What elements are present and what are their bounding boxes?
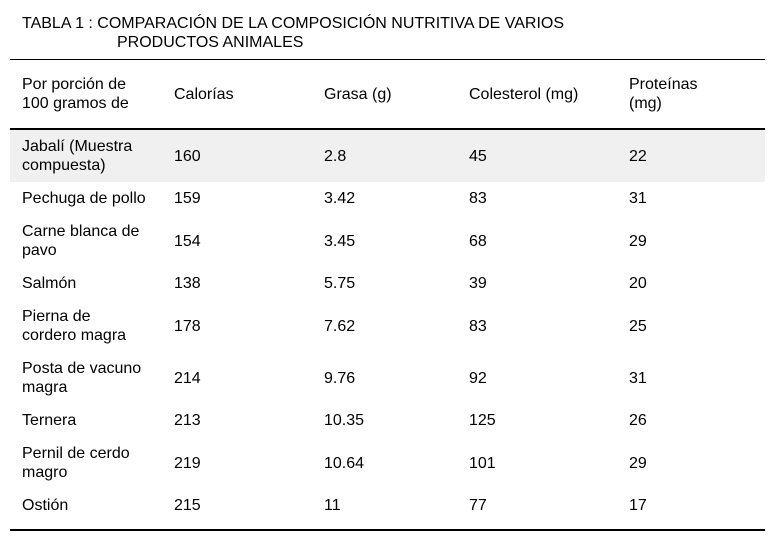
table-row: Jabalí (Muestra compuesta) 160 2.8 45 22 (10, 129, 765, 182)
title-divider (10, 59, 765, 60)
value-cell: 213 (174, 412, 201, 429)
value-cell: 10.35 (324, 412, 365, 429)
table-row: Posta de vacuno magra 214 9.76 92 31 (10, 352, 765, 404)
value-cell: 83 (469, 317, 487, 335)
value-cell: 215 (162, 489, 312, 531)
row-label-cell: Pierna de cordero magra (22, 308, 127, 344)
table-row: Pierna de cordero magra 178 7.62 83 25 (10, 300, 765, 352)
value-cell: 45 (457, 129, 617, 182)
value-cell: 26 (629, 412, 647, 429)
row-label-cell: Ternera (22, 412, 77, 429)
value-cell: 138 (174, 275, 201, 292)
value-cell: 39 (469, 275, 487, 292)
nutrition-table: Por porción de 100 gramos de Calorías Gr… (10, 60, 765, 531)
value-cell: 29 (629, 232, 647, 250)
value-cell: 101 (469, 454, 496, 472)
table-row: Carne blanca de pavo 154 3.45 68 29 (10, 215, 765, 267)
value-cell: 178 (174, 317, 201, 335)
table-title: TABLA 1 : COMPARACIÓN DE LA COMPOSICIÓN … (22, 15, 565, 51)
value-cell: 11 (312, 489, 457, 531)
value-cell: 160 (162, 129, 312, 182)
value-cell: 219 (174, 454, 201, 472)
value-cell: 159 (174, 190, 201, 207)
table-header-row: Por porción de 100 gramos de Calorías Gr… (10, 60, 765, 130)
value-cell: 83 (469, 190, 487, 207)
table-row: Pernil de cerdo magro 219 10.64 101 29 (10, 437, 765, 489)
table-row: Ostión 215 11 77 17 (10, 489, 765, 531)
table-row: Pechuga de pollo 159 3.42 83 31 (10, 182, 765, 215)
column-header-protein: Proteínas (mg) (617, 60, 765, 130)
row-label-cell: Carne blanca de pavo (22, 223, 140, 259)
value-cell: 31 (629, 369, 647, 387)
column-header-portion: Por porción de 100 gramos de (10, 60, 162, 130)
value-cell: 3.42 (324, 190, 356, 207)
column-header-fat: Grasa (g) (312, 60, 457, 130)
value-cell: 10.64 (324, 454, 365, 472)
row-label-cell: Posta de vacuno magra (22, 360, 142, 396)
row-label-cell: Pechuga de pollo (22, 190, 146, 207)
column-header-cholesterol: Colesterol (mg) (457, 60, 617, 130)
value-cell: 29 (629, 454, 647, 472)
table-row: Salmón 138 5.75 39 20 (10, 267, 765, 300)
value-cell: 9.76 (324, 369, 356, 387)
row-label-cell: Ostión (10, 489, 162, 531)
value-cell: 154 (174, 232, 201, 250)
value-cell: 92 (469, 369, 487, 387)
row-label-cell: Salmón (22, 275, 77, 292)
value-cell: 77 (457, 489, 617, 531)
row-label-cell: Jabalí (Muestra compuesta) (10, 129, 162, 182)
value-cell: 20 (629, 275, 647, 292)
value-cell: 2.8 (312, 129, 457, 182)
row-label-cell: Pernil de cerdo magro (22, 445, 130, 481)
value-cell: 22 (617, 129, 765, 182)
value-cell: 125 (469, 412, 496, 429)
value-cell: 25 (629, 317, 647, 335)
value-cell: 5.75 (324, 275, 356, 292)
value-cell: 214 (174, 369, 201, 387)
value-cell: 3.45 (324, 232, 356, 250)
table-row: Ternera 213 10.35 125 26 (10, 404, 765, 437)
value-cell: 17 (617, 489, 765, 531)
value-cell: 68 (469, 232, 487, 250)
value-cell: 31 (629, 190, 647, 207)
column-header-calories: Calorías (162, 60, 312, 130)
value-cell: 7.62 (324, 317, 356, 335)
